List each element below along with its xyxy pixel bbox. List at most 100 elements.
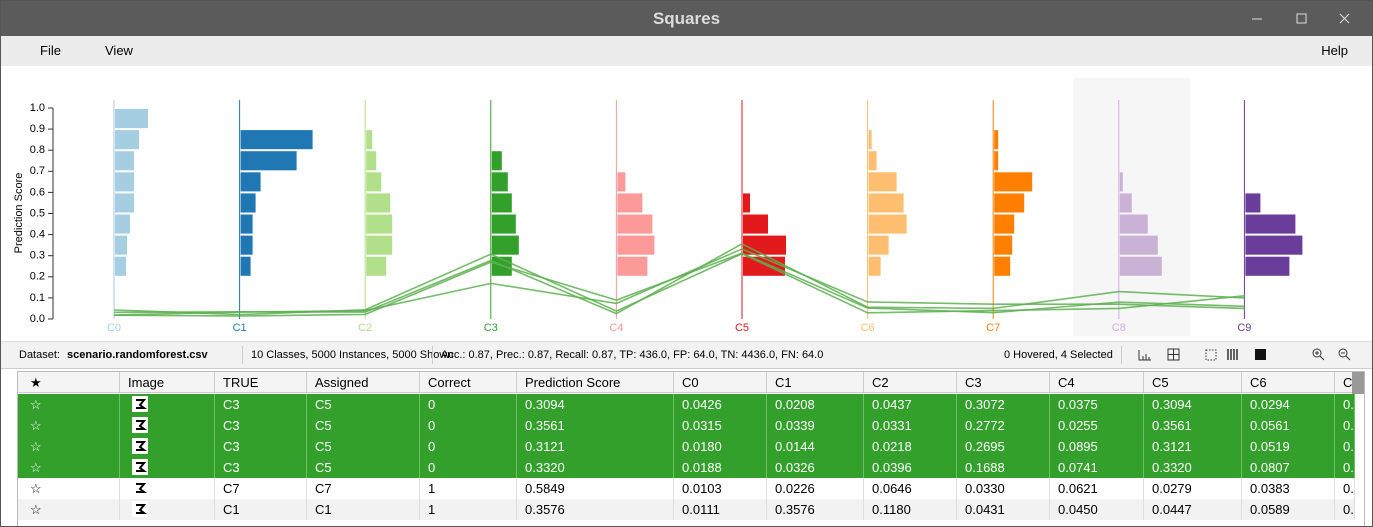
table-cell: 0.0450 — [1050, 499, 1144, 520]
table-cell: C5 — [307, 436, 420, 457]
histogram-bar — [994, 257, 1010, 276]
histogram-bar — [115, 109, 148, 128]
class-label: C8 — [1112, 322, 1126, 334]
histogram-bar — [617, 193, 642, 212]
menu-item[interactable]: File — [40, 43, 61, 58]
histogram-bar — [869, 151, 877, 170]
table-cell: 0.0331 — [864, 415, 957, 436]
column-header: ★ — [18, 372, 120, 393]
histogram-bar — [366, 172, 381, 191]
table-cell: C3 — [215, 394, 307, 415]
digit-image — [132, 480, 148, 496]
menu-bar: File View Help — [1, 36, 1372, 66]
table-cell: 0.3121 — [1144, 436, 1242, 457]
toolbar — [1131, 342, 1361, 368]
table-cell: 0.0589 — [1242, 499, 1335, 520]
histogram-bar — [1120, 236, 1158, 255]
table-cell: 0. — [1335, 436, 1355, 457]
table-cell: 0.0330 — [957, 478, 1050, 499]
column-header: Correct — [420, 372, 517, 393]
class-label: C5 — [735, 322, 749, 334]
histogram-bar — [115, 236, 127, 255]
histogram-bar — [869, 215, 907, 234]
table-cell: 0.1180 — [864, 499, 957, 520]
table-cell: 0. — [1335, 415, 1355, 436]
histogram-bar — [492, 236, 519, 255]
table-cell: 0. — [1335, 478, 1355, 499]
histogram-bar — [994, 193, 1024, 212]
histogram-bar — [241, 193, 256, 212]
table-cell: 0.3072 — [957, 394, 1050, 415]
menu-item[interactable]: Help — [1321, 43, 1348, 58]
table-cell: 0.0741 — [1050, 457, 1144, 478]
class-label: C0 — [107, 322, 121, 334]
table-cell: 0.5849 — [517, 478, 674, 499]
histogram-bar — [994, 172, 1032, 191]
table-cell: 0.0375 — [1050, 394, 1144, 415]
table-cell: 0.0621 — [1050, 478, 1144, 499]
title-bar: Squares — [1, 1, 1372, 36]
histogram-bar — [241, 215, 253, 234]
digit-image — [132, 396, 148, 412]
histogram-bar — [869, 236, 889, 255]
column-header: C3 — [957, 372, 1050, 393]
image-cell — [120, 436, 215, 457]
table-cell: 0.3094 — [1144, 394, 1242, 415]
y-tick-label: 1.0 — [30, 102, 45, 114]
column-header: C6 — [1242, 372, 1335, 393]
histogram-bar — [1245, 236, 1302, 255]
separator — [1121, 346, 1122, 364]
histogram-bar — [1245, 193, 1260, 212]
bars-button[interactable] — [1228, 349, 1237, 360]
table-cell: 1 — [420, 499, 517, 520]
histogram-bar — [617, 215, 652, 234]
class-label: C2 — [358, 322, 372, 334]
y-axis-label: Prediction Score — [13, 173, 25, 254]
table-cell: 0 — [420, 457, 517, 478]
image-cell — [120, 478, 215, 499]
y-tick-label: 0.3 — [30, 250, 45, 262]
class-label: C6 — [861, 322, 875, 334]
histogram-bar — [115, 215, 130, 234]
square-button[interactable] — [1255, 349, 1266, 360]
histogram-bar — [115, 257, 126, 276]
menu-item[interactable]: View — [105, 43, 133, 58]
table-cell: C7 — [307, 478, 420, 499]
table-cell: 0.0144 — [767, 436, 864, 457]
table-cell: C5 — [307, 457, 420, 478]
histogram-bar — [1120, 257, 1162, 276]
table-cell: C1 — [215, 499, 307, 520]
maximize[interactable] — [1297, 14, 1306, 23]
chart-button[interactable] — [1139, 350, 1151, 360]
histogram-bar — [366, 130, 372, 149]
histogram-bar — [366, 215, 392, 234]
table-cell: ☆ — [18, 499, 120, 520]
table-cell: 0.0315 — [674, 415, 767, 436]
status-bar: Dataset: scenario.randomforest.csv 10 Cl… — [1, 341, 1372, 369]
image-cell — [120, 457, 215, 478]
selection-info: 0 Hovered, 4 Selected — [1004, 349, 1113, 361]
y-tick-label: 0.8 — [30, 144, 45, 156]
digit-image — [132, 501, 148, 517]
table-cell: 0.0519 — [1242, 436, 1335, 457]
dots-button[interactable] — [1206, 350, 1216, 360]
histogram-bar — [994, 151, 998, 170]
scrollbar[interactable] — [1352, 372, 1364, 394]
class-label: C1 — [233, 322, 247, 334]
histogram-bar — [241, 236, 253, 255]
separator — [242, 346, 243, 364]
table-cell: 0.0294 — [1242, 394, 1335, 415]
table-cell: 0.0561 — [1242, 415, 1335, 436]
y-tick-label: 0.4 — [30, 229, 45, 241]
table-cell: 0.0111 — [674, 499, 767, 520]
dataset-label: Dataset: — [19, 349, 60, 361]
histogram-bar — [994, 215, 1014, 234]
histogram-bar — [115, 172, 134, 191]
histogram-bar — [492, 215, 516, 234]
close[interactable] — [1340, 14, 1349, 23]
table-cell: 0.0437 — [864, 394, 957, 415]
separator — [432, 346, 433, 364]
histogram-bar — [241, 130, 313, 149]
table-cell: 0.2772 — [957, 415, 1050, 436]
window-title: Squares — [1, 9, 1372, 29]
